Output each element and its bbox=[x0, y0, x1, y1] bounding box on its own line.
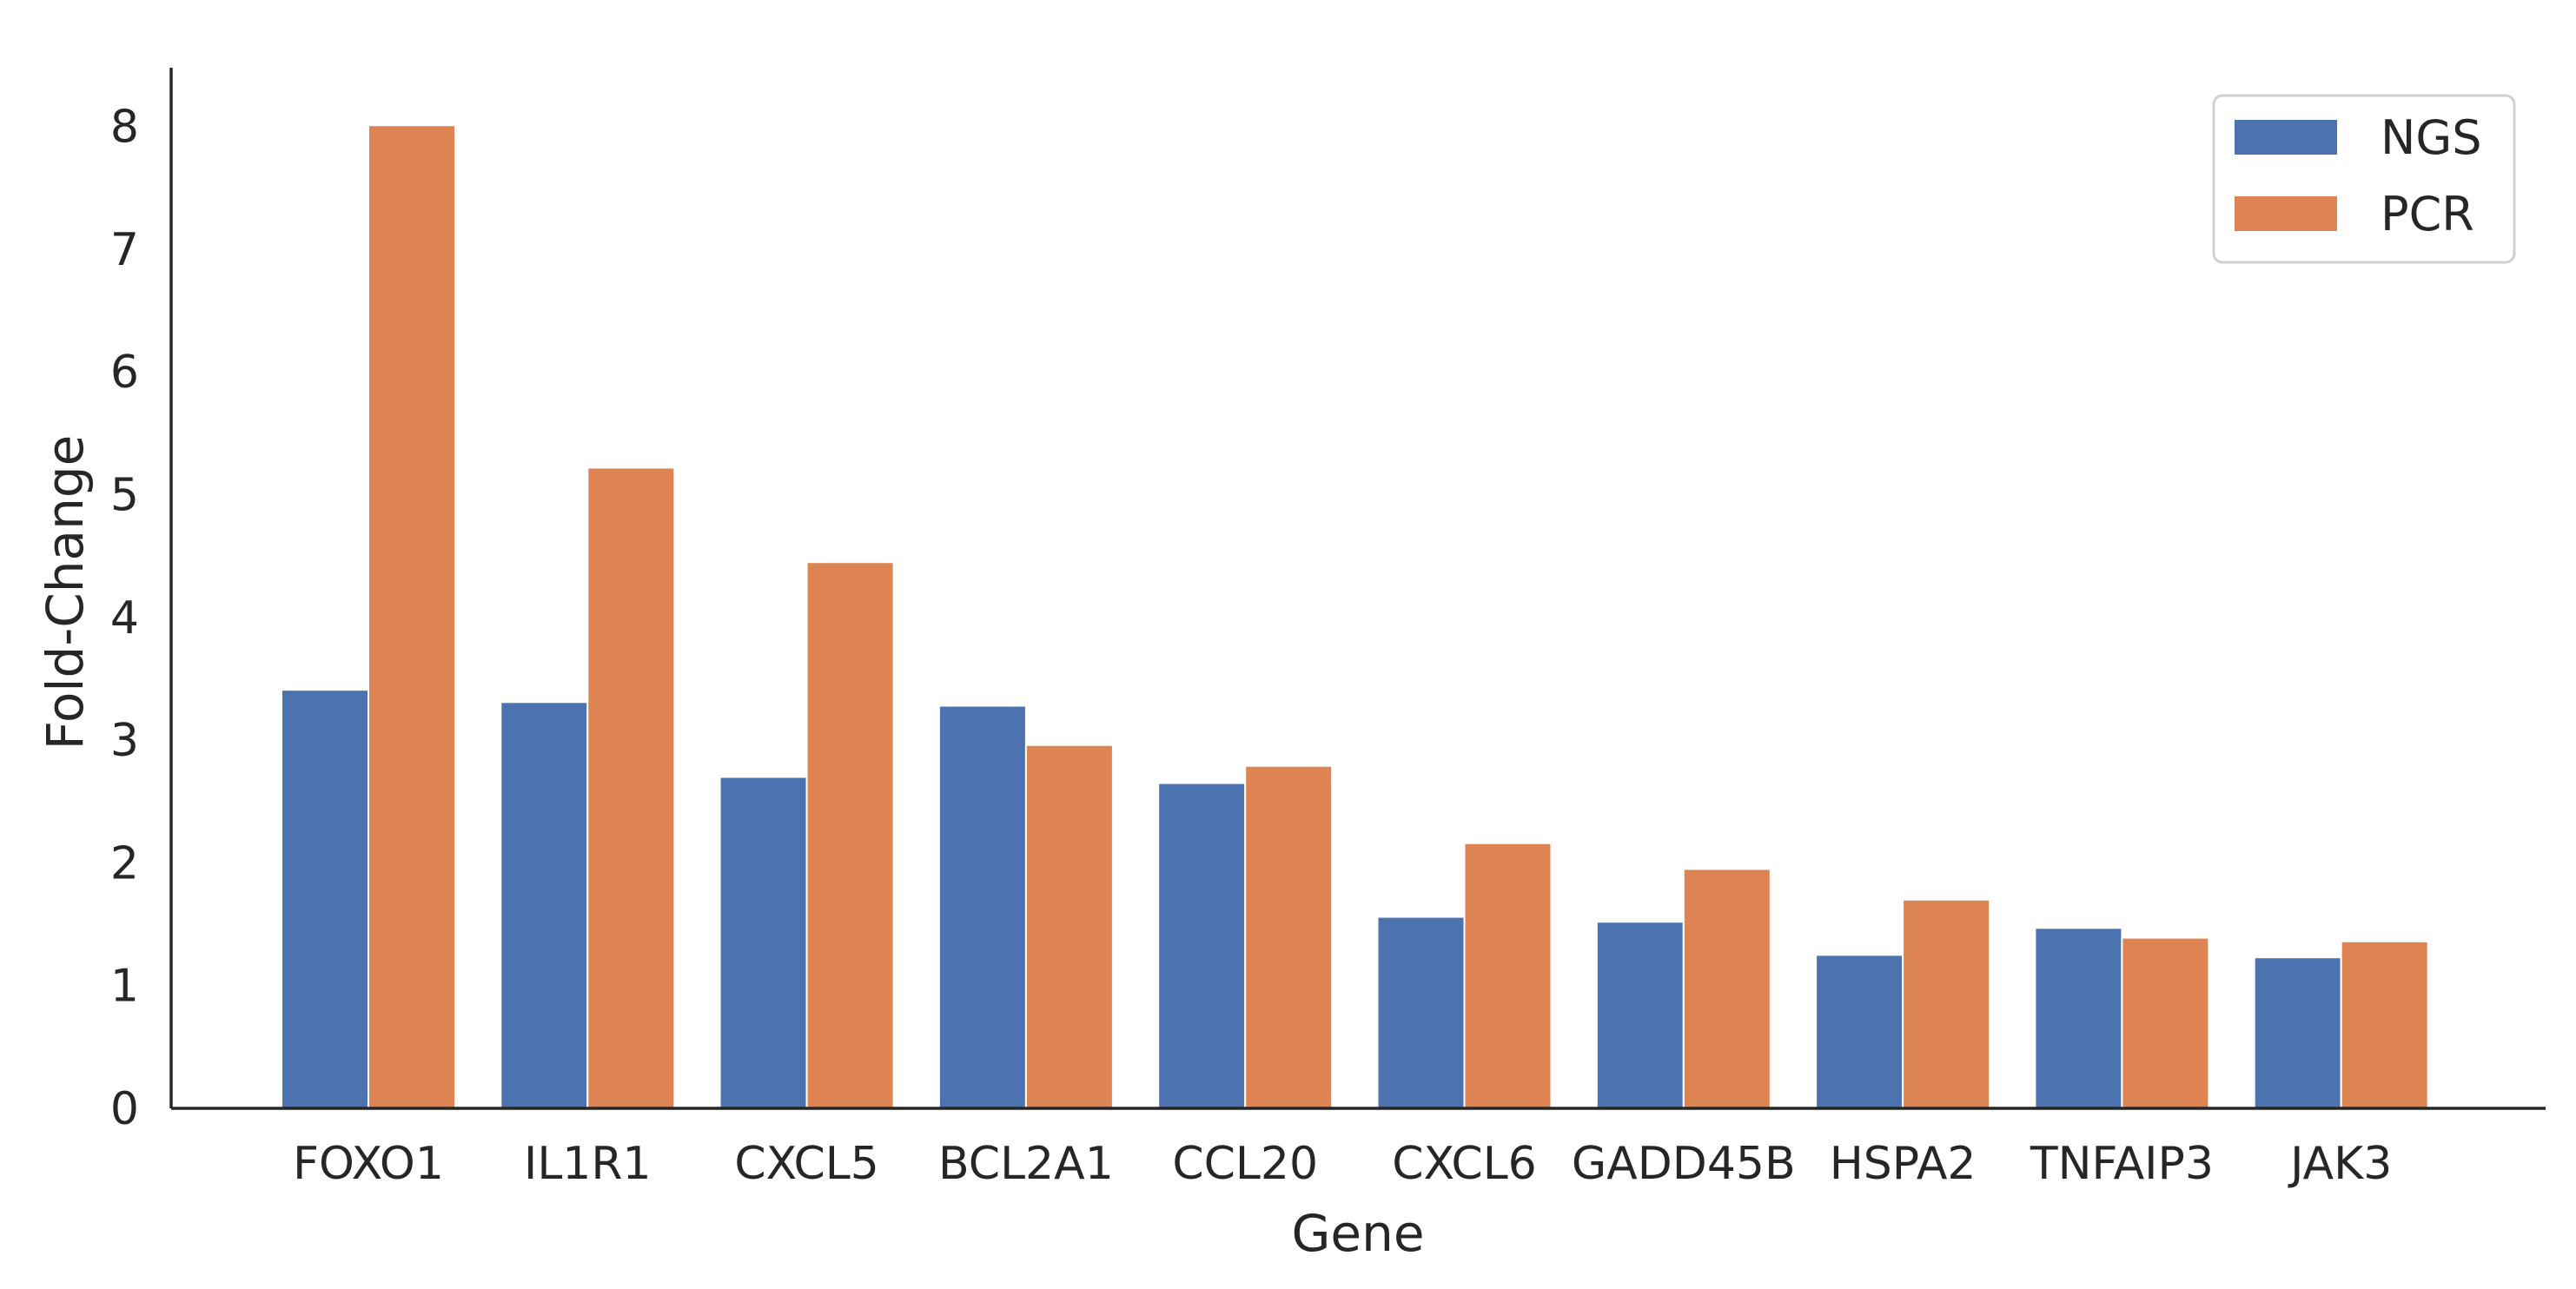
y-tick-label: 2 bbox=[110, 837, 139, 889]
y-tick-label: 1 bbox=[110, 961, 139, 1013]
y-axis-title: Fold-Change bbox=[36, 435, 95, 750]
bar-ngs-cxcl5 bbox=[718, 776, 808, 1109]
bar-pcr-jak3 bbox=[2340, 940, 2429, 1110]
bar-pcr-ccl20 bbox=[1244, 764, 1334, 1109]
x-tick-labels: FOXO1 IL1R1 CXCL5 BCL2A1 CCL20 CXCL6 GADD45B HS… bbox=[293, 1138, 2392, 1190]
x-tick-label: CXCL6 bbox=[1392, 1138, 1537, 1190]
y-tick-label: 4 bbox=[110, 592, 139, 644]
x-tick-label: JAK3 bbox=[2288, 1138, 2392, 1190]
axes-layer bbox=[169, 68, 2546, 1110]
bar-ngs-il1r1 bbox=[500, 701, 589, 1109]
bar-pcr-cxcl5 bbox=[805, 561, 895, 1109]
bar-pcr-il1r1 bbox=[586, 466, 676, 1109]
y-tick-label: 0 bbox=[110, 1083, 139, 1135]
bar-ngs-jak3 bbox=[2253, 956, 2342, 1110]
legend: NGS PCR bbox=[2212, 94, 2516, 264]
bars-layer bbox=[281, 124, 2429, 1110]
y-tick-label: 8 bbox=[110, 102, 139, 154]
x-tick-label: IL1R1 bbox=[524, 1138, 652, 1190]
x-axis-title: Gene bbox=[1291, 1204, 1424, 1263]
x-tick-label: HSPA2 bbox=[1830, 1138, 1977, 1190]
x-tick-label: GADD45B bbox=[1572, 1138, 1796, 1190]
y-tick-labels: 0 1 2 3 4 5 6 7 8 bbox=[110, 102, 139, 1135]
x-tick-label: FOXO1 bbox=[293, 1138, 444, 1190]
x-tick-label: CXCL5 bbox=[734, 1138, 879, 1190]
x-tick-label: TNFAIP3 bbox=[2030, 1138, 2214, 1190]
bar-pcr-bcl2a1 bbox=[1024, 744, 1114, 1109]
bar-ngs-ccl20 bbox=[1157, 782, 1247, 1109]
y-tick-label: 3 bbox=[110, 715, 139, 767]
y-tick-label: 5 bbox=[110, 470, 139, 522]
bar-ngs-cxcl6 bbox=[1376, 916, 1466, 1110]
bar-pcr-hspa2 bbox=[1902, 898, 1991, 1110]
y-tick-label: 6 bbox=[110, 347, 139, 399]
x-tick-label: BCL2A1 bbox=[938, 1138, 1114, 1190]
legend-swatch-ngs bbox=[2235, 120, 2337, 155]
bar-ngs-gadd45b bbox=[1595, 921, 1685, 1109]
bar-pcr-foxo1 bbox=[368, 124, 456, 1109]
bar-ngs-bcl2a1 bbox=[937, 704, 1027, 1109]
bar-ngs-tnfaip3 bbox=[2034, 927, 2123, 1109]
legend-swatch-pcr bbox=[2235, 196, 2337, 231]
legend-label-pcr: PCR bbox=[2381, 187, 2474, 241]
bar-ngs-foxo1 bbox=[281, 689, 369, 1109]
bar-pcr-gadd45b bbox=[1682, 868, 1771, 1110]
bar-ngs-hspa2 bbox=[1815, 954, 1904, 1109]
bar-pcr-tnfaip3 bbox=[2121, 936, 2210, 1110]
y-tick-label: 7 bbox=[110, 224, 139, 276]
x-tick-label: CCL20 bbox=[1172, 1138, 1318, 1190]
bar-pcr-cxcl6 bbox=[1463, 842, 1553, 1109]
legend-label-ngs: NGS bbox=[2381, 110, 2482, 165]
